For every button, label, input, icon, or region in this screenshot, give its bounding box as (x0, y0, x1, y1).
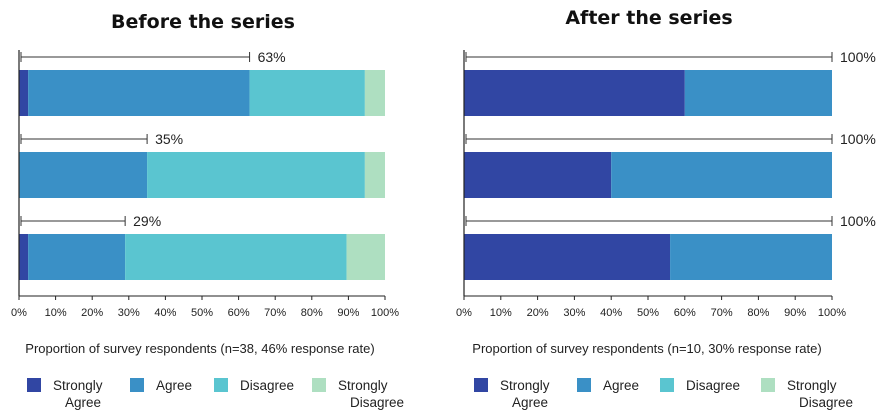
chart-panel-2: After the series 100% 100% 100% 0% 10% 20% 30% 4… (456, 7, 876, 410)
x-tick-label: 10% (490, 307, 512, 319)
x-tick-label: 30% (563, 307, 585, 319)
bracket-label: 100% (840, 213, 876, 229)
legend-swatch (474, 378, 488, 392)
bar-segment-strongly-agree (464, 70, 685, 116)
legend-label: Agree (603, 378, 639, 393)
x-axis-label: Proportion of survey respondents (n=38, … (25, 341, 374, 356)
x-tick-label: 0% (11, 307, 27, 319)
bar-segment-strongly-disagree (364, 70, 385, 116)
legend-swatch (577, 378, 591, 392)
legend-swatch (214, 378, 228, 392)
x-tick-label: 70% (711, 307, 733, 319)
bar-segment-strongly-agree (464, 234, 671, 280)
legend-label: Disagree (686, 378, 740, 393)
x-tick-label: 40% (600, 307, 622, 319)
legend-label: Strongly Disagree (787, 378, 853, 410)
bracket-label: 35% (155, 131, 183, 147)
x-tick-label: 0% (456, 307, 472, 319)
bar-segment-disagree (147, 152, 365, 198)
bracket-label: 63% (258, 49, 286, 65)
legend-label: Agree (156, 378, 192, 393)
x-tick-label: 70% (264, 307, 286, 319)
bar-segment-agree (19, 152, 148, 198)
bar-segment-agree (28, 234, 126, 280)
bar-segment-strongly-agree (19, 70, 29, 116)
x-tick-label: 90% (784, 307, 806, 319)
bracket-label: 29% (133, 213, 161, 229)
x-tick-label: 50% (637, 307, 659, 319)
bar-segment-strongly-agree (19, 234, 29, 280)
bracket-label: 100% (840, 49, 876, 65)
x-tick-label: 50% (191, 307, 213, 319)
x-tick-label: 90% (337, 307, 359, 319)
x-tick-label: 60% (674, 307, 696, 319)
bar-segment-strongly-disagree (346, 234, 385, 280)
legend-swatch (761, 378, 775, 392)
bar-segment-disagree (249, 70, 365, 116)
x-tick-label: 60% (228, 307, 250, 319)
x-tick-label: 30% (118, 307, 140, 319)
x-tick-label: 80% (747, 307, 769, 319)
bar-segment-strongly-agree (464, 152, 612, 198)
chart-panel-1: Before the series 63% 35% 29% 0% 10% 20% 30% 40%… (11, 11, 404, 410)
x-tick-label: 100% (818, 307, 846, 319)
x-tick-label: 40% (154, 307, 176, 319)
legend-swatch (312, 378, 326, 392)
chart-title: Before the series (111, 11, 295, 33)
legend-label: Disagree (240, 378, 294, 393)
legend-label: Strongly Disagree (338, 378, 404, 410)
bar-segment-strongly-disagree (364, 152, 385, 198)
legend-swatch (130, 378, 144, 392)
bar-segment-disagree (125, 234, 347, 280)
legend-swatch (27, 378, 41, 392)
bar-segment-agree (28, 70, 250, 116)
x-tick-label: 20% (527, 307, 549, 319)
bracket-label: 100% (840, 131, 876, 147)
legend-label: Strongly Agree (53, 378, 103, 410)
x-tick-label: 20% (81, 307, 103, 319)
x-tick-label: 100% (371, 307, 399, 319)
bar-segment-agree (611, 152, 832, 198)
bar-segment-agree (670, 234, 832, 280)
x-tick-label: 10% (45, 307, 67, 319)
x-axis-label: Proportion of survey respondents (n=10, … (472, 341, 821, 356)
bar-segment-agree (684, 70, 832, 116)
legend-label: Strongly Agree (500, 378, 550, 410)
x-tick-label: 80% (301, 307, 323, 319)
legend-swatch (660, 378, 674, 392)
chart-title: After the series (565, 7, 732, 29)
